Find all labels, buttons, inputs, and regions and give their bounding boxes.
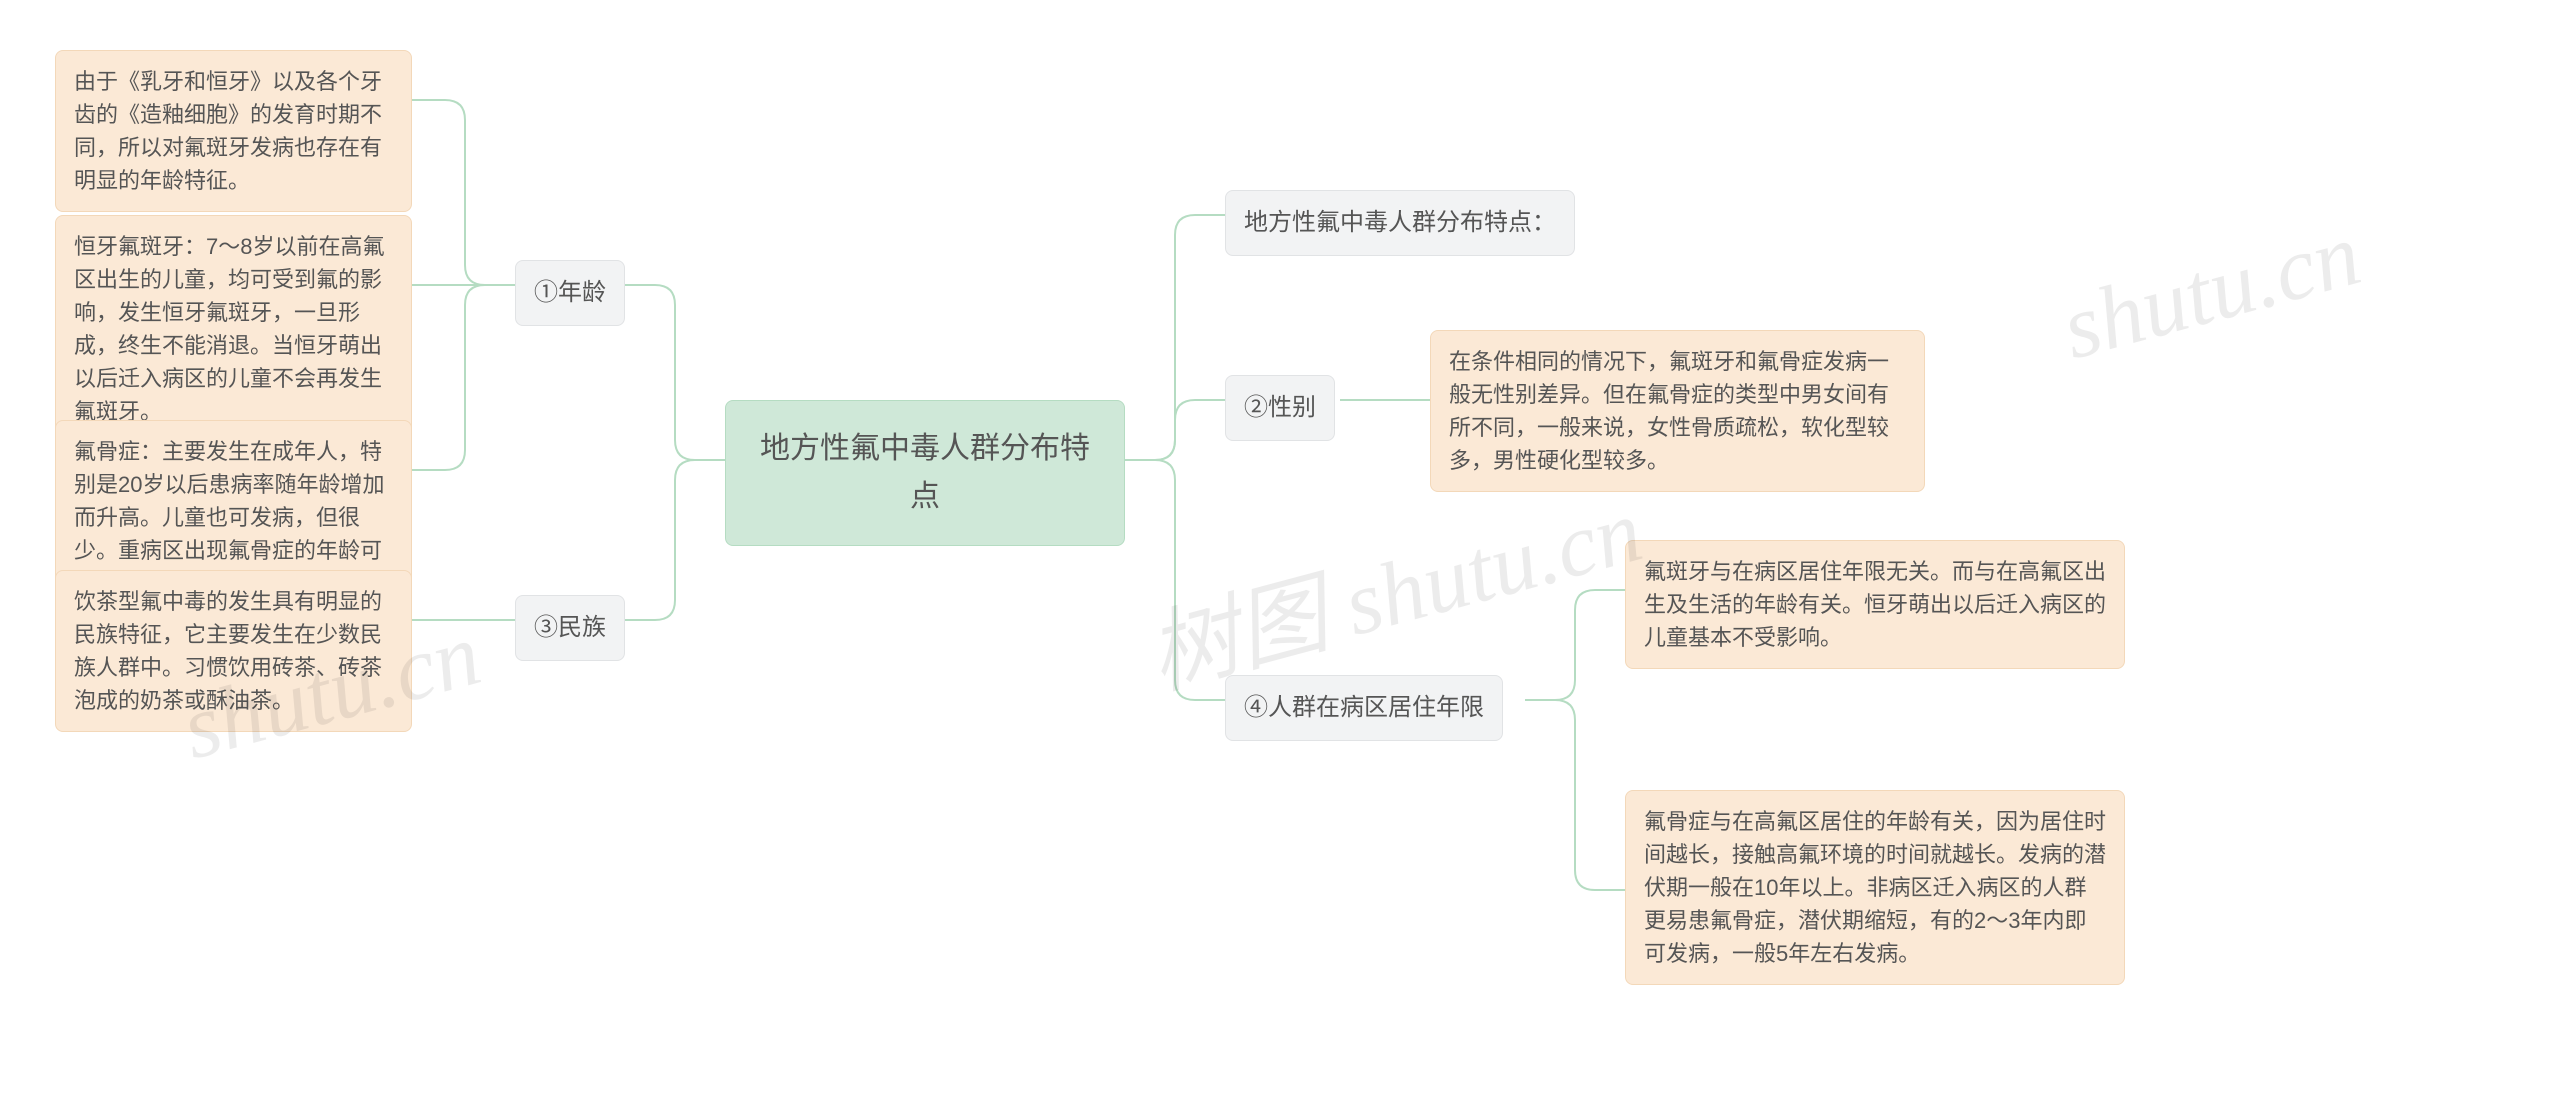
branch-intro: 地方性氟中毒人群分布特点： [1225, 190, 1575, 256]
leaf-age-2-text: 恒牙氟斑牙：7～8岁以前在高氟区出生的儿童，均可受到氟的影响，发生恒牙氟斑牙，一… [74, 234, 384, 424]
leaf-gender-text: 在条件相同的情况下，氟斑牙和氟骨症发病一般无性别差异。但在氟骨症的类型中男女间有… [1449, 349, 1889, 473]
branch-gender-label: ②性别 [1244, 394, 1316, 421]
branch-ethnic-label: ③民族 [534, 614, 606, 641]
branch-intro-label: 地方性氟中毒人群分布特点： [1244, 209, 1556, 236]
leaf-residence-2-text: 氟骨症与在高氟区居住的年龄有关，因为居住时间越长，接触高氟环境的时间就越长。发病… [1644, 809, 2106, 966]
leaf-age-2: 恒牙氟斑牙：7～8岁以前在高氟区出生的儿童，均可受到氟的影响，发生恒牙氟斑牙，一… [55, 215, 412, 443]
mindmap-root: 地方性氟中毒人群分布特点 [725, 400, 1125, 546]
watermark: shutu.cn [2052, 203, 2371, 381]
leaf-gender: 在条件相同的情况下，氟斑牙和氟骨症发病一般无性别差异。但在氟骨症的类型中男女间有… [1430, 330, 1925, 492]
leaf-residence-2: 氟骨症与在高氟区居住的年龄有关，因为居住时间越长，接触高氟环境的时间就越长。发病… [1625, 790, 2125, 985]
branch-residence-label: ④人群在病区居住年限 [1244, 694, 1484, 721]
branch-ethnic: ③民族 [515, 595, 625, 661]
leaf-age-1-text: 由于《乳牙和恒牙》以及各个牙齿的《造釉细胞》的发育时期不同，所以对氟斑牙发病也存… [74, 69, 382, 193]
leaf-age-1: 由于《乳牙和恒牙》以及各个牙齿的《造釉细胞》的发育时期不同，所以对氟斑牙发病也存… [55, 50, 412, 212]
branch-age: ①年龄 [515, 260, 625, 326]
leaf-residence-1-text: 氟斑牙与在病区居住年限无关。而与在高氟区出生及生活的年龄有关。恒牙萌出以后迁入病… [1644, 559, 2106, 650]
leaf-residence-1: 氟斑牙与在病区居住年限无关。而与在高氟区出生及生活的年龄有关。恒牙萌出以后迁入病… [1625, 540, 2125, 669]
branch-age-label: ①年龄 [534, 279, 606, 306]
root-label: 地方性氟中毒人群分布特点 [760, 432, 1090, 513]
branch-gender: ②性别 [1225, 375, 1335, 441]
